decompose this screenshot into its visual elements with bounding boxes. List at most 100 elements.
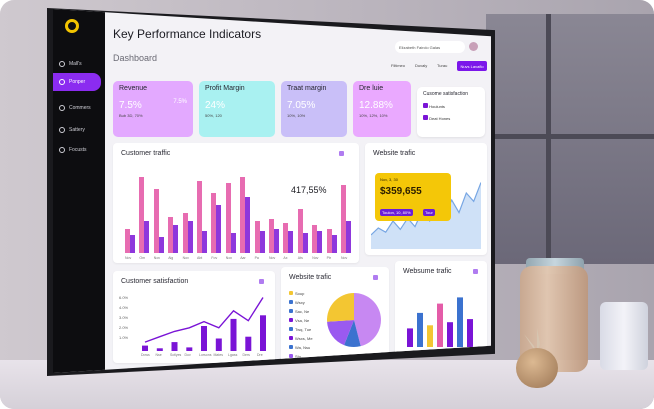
sidebar-item-sattery[interactable]: Sattery [53, 121, 105, 139]
customer-traffic-bar [288, 230, 294, 253]
menu-icon[interactable] [473, 269, 478, 274]
window [486, 14, 654, 264]
kpi-profit-margin[interactable]: Profit Margin 24% 50%, 120 [199, 81, 275, 137]
customer-traffic-bar [211, 193, 217, 253]
filter-2[interactable]: Duvaly [415, 63, 428, 68]
user-pill[interactable]: Elizabeth Fairclo Galas [395, 41, 465, 53]
customer-traffic-x-label: Ats [297, 256, 303, 260]
customer-traffic-bar [197, 181, 202, 253]
cs-x-label: Sctlyes [170, 353, 182, 357]
cs-x-label: Ders [242, 353, 250, 357]
legend-label: Sac, Ne [295, 309, 310, 314]
grid-icon [59, 105, 65, 111]
customer-traffic-bar [254, 221, 260, 253]
menu-icon[interactable] [373, 275, 378, 280]
cs-bar [142, 345, 148, 351]
cs-x-label: Dows [141, 353, 150, 357]
cs-x-label: Dre [257, 353, 263, 357]
customer-traffic-x-label: Aar [240, 256, 246, 260]
sidebar-item-commers[interactable]: Commers [53, 99, 105, 117]
customer-traffic-bar [346, 221, 351, 253]
kpi-dre-luie[interactable]: Dre luie 12.88% 10%, 12%, 10% [353, 81, 411, 137]
customer-satisfaction-chart [142, 297, 266, 351]
legend-label: Vsa, Ne [295, 318, 310, 323]
customer-traffic-bar [245, 197, 251, 253]
avatar[interactable] [469, 42, 478, 51]
website-traffic-pie [327, 293, 381, 347]
y-ticks: 6.0% 4.0% 3.0% 2.0% 1.0% [119, 295, 129, 340]
website-traffic-card: Website trafic Nov, 3, 30 $359,655 Toulo… [365, 143, 487, 255]
customer-traffic-bar [144, 221, 150, 253]
pie-slice [344, 320, 361, 347]
cs-x-label: Lorsons [199, 353, 212, 357]
cs-bar [245, 336, 252, 351]
cs-row: Houlunts [423, 103, 479, 109]
websume-traffic-card: Websume trafic [395, 261, 487, 355]
legend-swatch [289, 345, 293, 349]
cs-row: Deat Hones [423, 115, 479, 121]
pie-legend-item: Wa, Nsu [289, 343, 313, 352]
sidebar-item-focusts[interactable]: Focusts [53, 141, 105, 159]
customer-traffic-x-label: Nov [269, 256, 276, 260]
legend-label: Wsxy [295, 300, 305, 305]
traffic-tooltip: Nov, 3, 30 $359,655 Toulon, 10, 80% Tour [375, 173, 451, 221]
legend-swatch [289, 300, 293, 304]
websume-traffic-bars [407, 297, 473, 347]
cs-x-label: Dov [184, 353, 191, 357]
menu-icon[interactable] [339, 151, 344, 156]
legend-label: Sto [295, 354, 302, 359]
customer-traffic-bar [331, 235, 337, 253]
menu-icon[interactable] [259, 279, 264, 284]
pie-legend-item: Soup [289, 289, 313, 298]
pie-legend-item: Sto [289, 352, 313, 361]
legend-label: Soup [295, 291, 305, 296]
customer-traffic-x-label: Om [139, 256, 146, 260]
legend-swatch [289, 327, 293, 331]
cs-bar [230, 318, 237, 351]
kpi-customer-satisfaction[interactable]: Cusome satisfaction Houlunts Deat Hones [417, 87, 485, 137]
customer-traffic-bar [240, 177, 246, 253]
sidebar-item-malls[interactable]: Mall's [53, 55, 105, 73]
kpi-revenue[interactable]: Revenue 7.5% Bub 3D, 70% 7.5% [113, 81, 193, 137]
customer-traffic-bar [216, 205, 222, 253]
cs-line [144, 297, 264, 343]
primary-action-button[interactable]: Nuvs Lavaflo [457, 61, 487, 71]
customer-traffic-big-value: 417,55% [291, 185, 327, 195]
dashboard-screen: Mall's Ponper Commers Sattery Focusts Ke… [53, 9, 491, 373]
customer-traffic-bar [326, 229, 332, 253]
websume-traffic-title: Websume trafic [403, 268, 452, 275]
customer-traffic-x-label: Nov [153, 256, 161, 260]
legend-label: Wsxs, Me [295, 336, 313, 341]
cs-bar [215, 338, 222, 351]
customer-traffic-x-label: Fov [211, 256, 218, 260]
customer-traffic-bar [139, 177, 145, 253]
customer-traffic-x-label: Ax [283, 256, 288, 260]
legend-label: Wa, Nsu [295, 345, 311, 350]
wb-bar [447, 322, 453, 347]
kpi-traat-margin[interactable]: Traat margin 7.05% 10%, 10% [281, 81, 347, 137]
customer-traffic-bar [274, 229, 279, 253]
user-icon [59, 79, 65, 85]
pie-legend-item: Sac, Ne [289, 307, 313, 316]
cs-bar [260, 315, 266, 351]
circle-icon [59, 127, 65, 133]
legend-swatch [289, 291, 293, 295]
customer-traffic-bar [202, 230, 207, 253]
customer-traffic-bar [182, 213, 188, 253]
pie-slice [327, 320, 354, 346]
customer-traffic-bar [125, 229, 130, 253]
customer-traffic-bar [187, 221, 193, 253]
customer-traffic-bar [297, 209, 303, 253]
website-traffic-title: Website trafic [373, 150, 416, 157]
filter-3[interactable]: Turau [437, 63, 448, 68]
shield-icon [423, 103, 428, 108]
filter-1[interactable]: Filtimeo [391, 63, 406, 68]
main-content: Key Performance Indicators Dashboard Eli… [105, 9, 491, 373]
customer-traffic-x-label: Aig [168, 256, 174, 260]
customer-traffic-bar [173, 225, 179, 253]
sidebar-item-ponper[interactable]: Ponper [53, 73, 101, 91]
customer-traffic-x-label: Nov [341, 256, 348, 260]
customer-traffic-bar [225, 182, 231, 253]
customer-traffic-bar [259, 230, 265, 253]
home-icon [59, 61, 65, 67]
